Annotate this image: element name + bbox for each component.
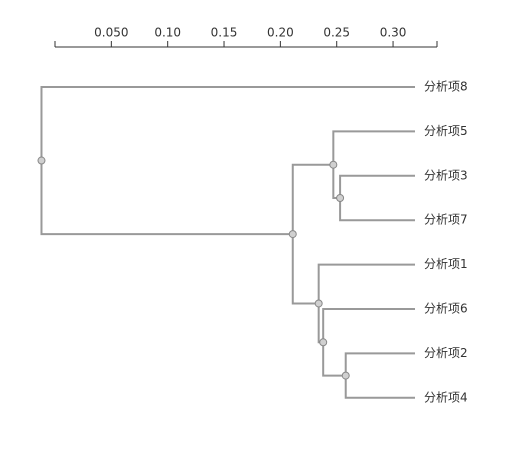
x-tick-label: 0.050: [94, 26, 128, 40]
leaf-label: 分析项4: [424, 390, 468, 404]
merge-node: [37, 156, 46, 165]
leaf-label: 分析项7: [424, 213, 468, 227]
leaf-label: 分析项5: [424, 124, 468, 138]
x-tick-label: 0.20: [267, 26, 294, 40]
dendrogram-link: [332, 130, 415, 199]
leaf-label: 分析项1: [424, 257, 468, 271]
merge-node: [329, 160, 338, 169]
x-tick-label: 0.25: [323, 26, 350, 40]
dendrogram-link: [40, 86, 415, 236]
merge-node: [288, 230, 297, 239]
merge-node: [319, 338, 328, 347]
leaf-label: 分析项6: [424, 302, 468, 316]
dendrogram-link: [317, 263, 415, 344]
dendrogram-link: [322, 308, 415, 377]
merge-node: [314, 299, 323, 308]
x-tick-label: 0.30: [380, 26, 407, 40]
merge-node: [341, 371, 350, 380]
leaf-label: 分析项2: [424, 346, 468, 360]
merge-node: [336, 194, 345, 202]
dendrogram-link: [339, 174, 415, 222]
leaf-label: 分析项3: [424, 168, 468, 182]
x-tick-label: 0.15: [211, 26, 238, 40]
leaf-label: 分析项8: [424, 80, 468, 94]
dendrogram-link: [344, 352, 415, 399]
x-tick-label: 0.10: [154, 26, 181, 40]
dendrogram-link: [291, 163, 334, 305]
